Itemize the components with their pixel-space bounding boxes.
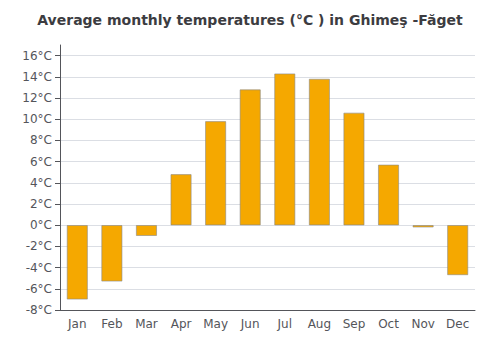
svg-text:Sep: Sep bbox=[343, 317, 366, 331]
svg-text:Jun: Jun bbox=[240, 317, 260, 331]
svg-text:2°C: 2°C bbox=[30, 197, 52, 211]
svg-text:-8°C: -8°C bbox=[26, 303, 52, 317]
svg-text:-4°C: -4°C bbox=[26, 261, 52, 275]
svg-text:6°C: 6°C bbox=[30, 155, 52, 169]
svg-text:16°C: 16°C bbox=[22, 49, 52, 63]
svg-text:0°C: 0°C bbox=[30, 218, 52, 232]
svg-text:May: May bbox=[203, 317, 228, 331]
svg-text:Average monthly temperatures (: Average monthly temperatures (°C ) in Gh… bbox=[37, 12, 463, 28]
svg-text:8°C: 8°C bbox=[30, 133, 52, 147]
svg-text:14°C: 14°C bbox=[22, 70, 52, 84]
svg-text:Feb: Feb bbox=[101, 317, 122, 331]
svg-text:12°C: 12°C bbox=[22, 91, 52, 105]
svg-text:Oct: Oct bbox=[378, 317, 399, 331]
svg-text:Aug: Aug bbox=[308, 317, 331, 331]
svg-text:Jan: Jan bbox=[67, 317, 87, 331]
svg-text:Apr: Apr bbox=[171, 317, 192, 331]
svg-text:Jul: Jul bbox=[277, 317, 292, 331]
svg-text:-6°C: -6°C bbox=[26, 282, 52, 296]
svg-text:-2°C: -2°C bbox=[26, 239, 52, 253]
svg-text:Mar: Mar bbox=[135, 317, 158, 331]
svg-text:4°C: 4°C bbox=[30, 176, 52, 190]
svg-text:10°C: 10°C bbox=[22, 112, 52, 126]
svg-text:Nov: Nov bbox=[411, 317, 434, 331]
svg-text:Dec: Dec bbox=[446, 317, 469, 331]
